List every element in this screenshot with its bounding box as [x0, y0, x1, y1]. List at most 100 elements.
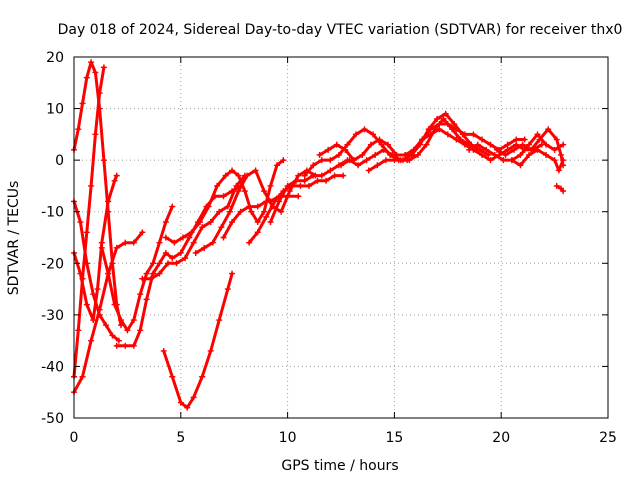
- data-point: [286, 188, 293, 195]
- data-point: [235, 188, 242, 195]
- data-point: [98, 239, 105, 246]
- data-point: [310, 172, 317, 179]
- data-point: [130, 317, 137, 324]
- series-trace: [100, 205, 174, 332]
- data-point: [534, 131, 541, 138]
- data-point: [169, 203, 176, 210]
- data-point: [94, 286, 101, 293]
- data-point: [521, 136, 528, 143]
- data-point: [399, 157, 406, 164]
- data-point: [75, 126, 82, 133]
- data-point: [310, 162, 317, 169]
- series-arc-10: [160, 270, 236, 411]
- data-point: [197, 219, 204, 226]
- data-point: [188, 229, 195, 236]
- data-point: [241, 188, 248, 195]
- data-point: [284, 182, 291, 189]
- data-point: [130, 239, 137, 246]
- data-point: [451, 121, 458, 128]
- data-point: [111, 177, 118, 184]
- data-point: [560, 141, 567, 148]
- data-point: [244, 172, 251, 179]
- data-point: [301, 177, 308, 184]
- data-point: [344, 141, 351, 148]
- data-point: [182, 255, 189, 262]
- x-axis-label: GPS time / hours: [281, 458, 398, 474]
- data-point: [267, 182, 274, 189]
- data-point: [359, 151, 366, 158]
- data-point: [156, 260, 163, 267]
- data-point: [130, 342, 137, 349]
- data-point: [361, 126, 368, 133]
- data-point: [92, 131, 99, 138]
- data-point: [252, 167, 259, 174]
- data-point: [229, 270, 236, 277]
- data-point: [560, 157, 567, 164]
- series-arc-23: [508, 146, 567, 174]
- data-point: [558, 151, 565, 158]
- data-point: [254, 203, 261, 210]
- data-point: [434, 115, 441, 122]
- data-point: [508, 157, 515, 164]
- data-point: [88, 337, 95, 344]
- chart-title: Day 018 of 2024, Sidereal Day-to-day VTE…: [58, 22, 623, 38]
- data-point: [88, 59, 95, 66]
- series-arc-24: [553, 182, 567, 195]
- y-axis-label: SDTVAR / TECUs: [6, 181, 22, 296]
- y-tick-label: -40: [41, 359, 64, 375]
- data-point: [160, 347, 167, 354]
- data-point: [246, 203, 253, 210]
- data-point: [478, 151, 485, 158]
- data-point: [79, 100, 86, 107]
- data-point: [406, 157, 413, 164]
- data-point: [380, 146, 387, 153]
- series-arc-7: [113, 182, 244, 349]
- data-point: [513, 136, 520, 143]
- data-point: [164, 260, 171, 267]
- data-point: [453, 126, 460, 133]
- y-tick-label: -20: [41, 256, 64, 272]
- data-point: [137, 291, 144, 298]
- data-point: [365, 167, 372, 174]
- data-point: [511, 146, 518, 153]
- data-point: [440, 115, 447, 122]
- data-point: [124, 327, 131, 334]
- data-point: [184, 404, 191, 411]
- data-point: [115, 337, 122, 344]
- data-point: [139, 275, 146, 282]
- series-arc-22: [493, 126, 567, 169]
- data-point: [237, 208, 244, 215]
- data-point: [318, 172, 325, 179]
- data-point: [263, 213, 270, 220]
- data-point: [543, 151, 550, 158]
- data-point: [229, 219, 236, 226]
- data-point: [301, 172, 308, 179]
- data-point: [436, 121, 443, 128]
- data-point: [370, 131, 377, 138]
- data-point: [545, 126, 552, 133]
- data-point: [346, 157, 353, 164]
- series-trace: [269, 158, 349, 224]
- data-point: [254, 219, 261, 226]
- data-point: [179, 234, 186, 241]
- data-point: [414, 151, 421, 158]
- data-point: [150, 260, 157, 267]
- x-tick-label: 20: [492, 430, 510, 446]
- data-point: [419, 136, 426, 143]
- data-point: [408, 151, 415, 158]
- data-point: [534, 146, 541, 153]
- data-point: [517, 151, 524, 158]
- data-point: [100, 157, 107, 164]
- series-trace: [72, 65, 106, 379]
- data-point: [143, 270, 150, 277]
- data-point: [331, 172, 338, 179]
- x-tick-label: 5: [176, 430, 185, 446]
- data-point: [487, 141, 494, 148]
- data-point: [92, 69, 99, 76]
- data-point: [88, 182, 95, 189]
- data-point: [367, 141, 374, 148]
- data-point: [555, 167, 562, 174]
- data-point: [177, 399, 184, 406]
- data-point: [423, 141, 430, 148]
